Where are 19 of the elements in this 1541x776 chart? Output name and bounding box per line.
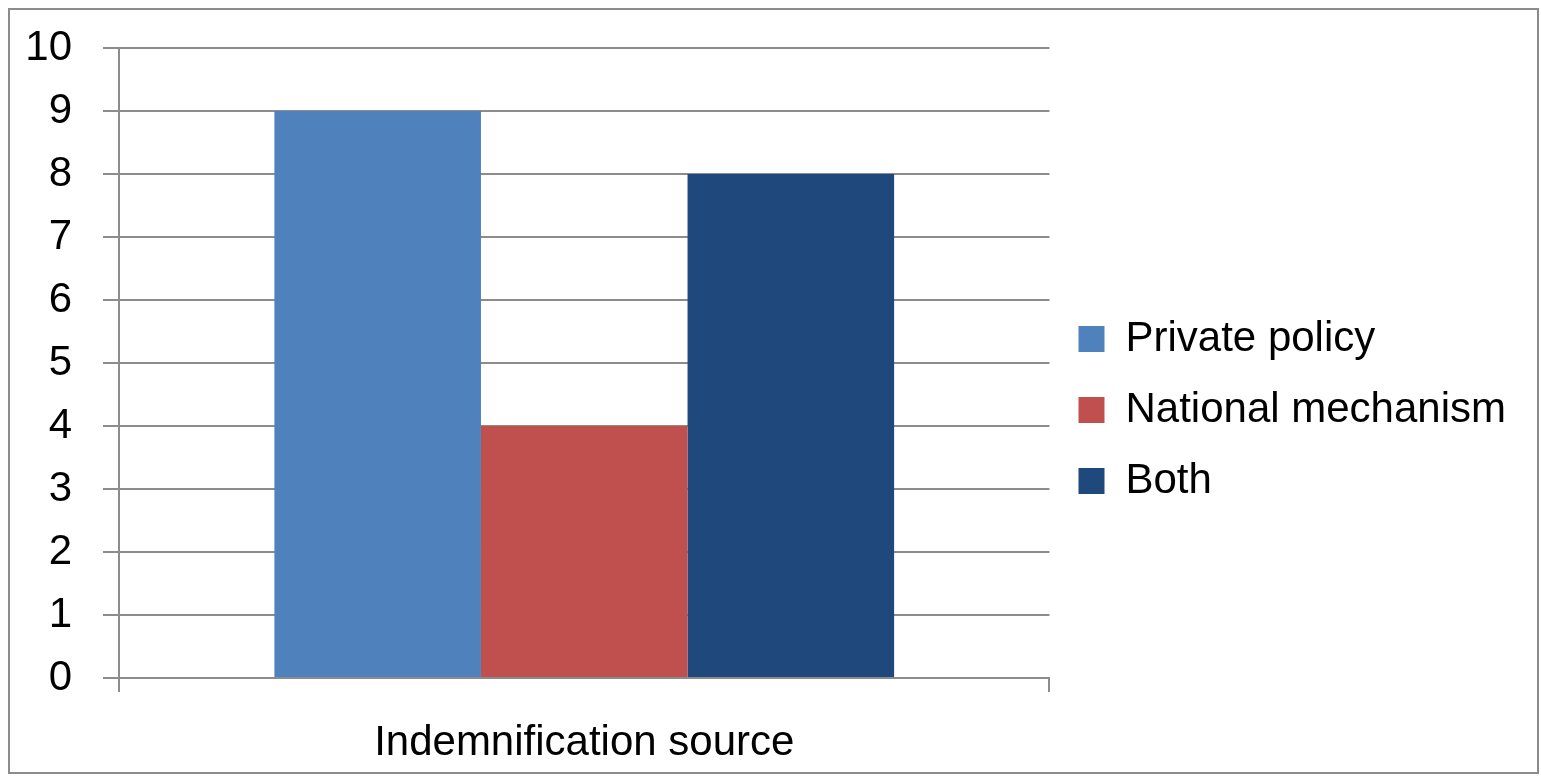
y-tick-label: 10 — [25, 21, 72, 69]
y-tick-label: 2 — [48, 525, 72, 573]
legend-label: National mechanism — [1125, 383, 1507, 431]
bar — [480, 426, 688, 677]
legend-label: Both — [1125, 454, 1212, 502]
y-tick-label: 9 — [48, 84, 72, 132]
y-tick-label: 1 — [48, 588, 72, 636]
y-tick-label: 3 — [48, 462, 72, 510]
y-tick-label: 6 — [48, 273, 72, 321]
y-tick-label: 4 — [48, 399, 72, 447]
legend-label: Private policy — [1125, 312, 1376, 360]
bar — [274, 111, 481, 677]
chart-frame: Indemnification source Private policy National mechanism Both 0 1 2 3 4 5 6 7 8 9 10 — [8, 8, 1539, 774]
y-tick-label: 8 — [48, 147, 72, 195]
y-tick-label: 5 — [48, 336, 72, 384]
x-axis-title: Indemnification source — [374, 717, 795, 765]
bar — [687, 174, 895, 677]
y-tick-label: 7 — [48, 210, 72, 258]
y-tick-label: 0 — [48, 651, 72, 699]
